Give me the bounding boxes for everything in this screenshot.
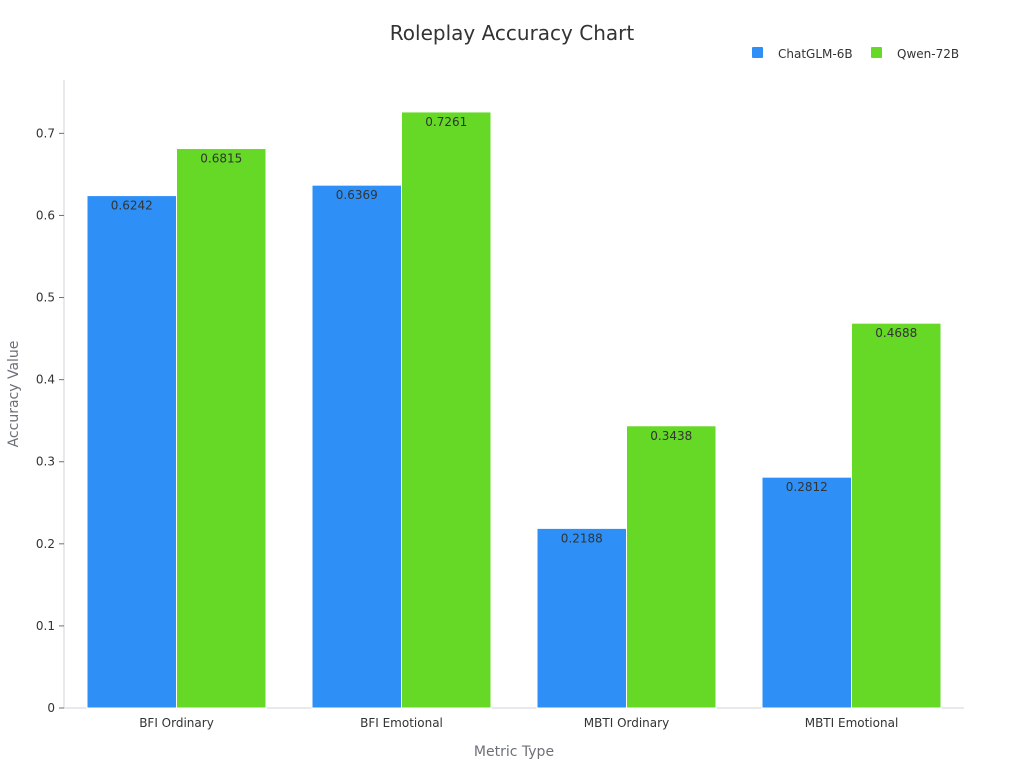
x-tick-label: BFI Emotional <box>360 716 443 730</box>
bar-chatglm[interactable] <box>536 527 627 709</box>
bar-chatglm[interactable] <box>311 184 402 709</box>
bar-qwen[interactable] <box>626 425 717 709</box>
bars <box>86 111 942 709</box>
y-tick-label: 0.7 <box>36 126 55 140</box>
bar-value-label: 0.3438 <box>650 429 692 443</box>
x-tick-label: MBTI Ordinary <box>584 716 669 730</box>
legend-label-chatglm: ChatGLM-6B <box>778 47 853 61</box>
bar-value-label: 0.2188 <box>561 531 603 545</box>
bar-chatglm[interactable] <box>761 476 852 709</box>
y-tick-label: 0 <box>47 701 55 715</box>
chart-title: Roleplay Accuracy Chart <box>390 21 635 45</box>
legend-swatch-qwen <box>871 47 882 58</box>
y-tick-label: 0.3 <box>36 455 55 469</box>
bar-chatglm[interactable] <box>86 195 177 709</box>
legend: ChatGLM-6B Qwen-72B <box>752 47 959 61</box>
y-tick-label: 0.2 <box>36 537 55 551</box>
bar-value-label: 0.6242 <box>111 199 153 213</box>
bar-qwen[interactable] <box>851 322 942 709</box>
y-tick-label: 0.1 <box>36 619 55 633</box>
y-axis-ticks: 0 0.1 0.2 0.3 0.4 0.5 0.6 0.7 <box>36 126 64 715</box>
bar-value-label: 0.6369 <box>336 188 378 202</box>
x-axis-ticks: BFI Ordinary BFI Emotional MBTI Ordinary MB… <box>139 716 898 730</box>
bar-labels: 0.6242 0.6815 0.6369 0.7261 0.2188 0.3438 0.28… <box>111 115 918 545</box>
x-tick-label: BFI Ordinary <box>139 716 214 730</box>
x-tick-label: MBTI Emotional <box>805 716 899 730</box>
bar-qwen[interactable] <box>176 148 267 709</box>
y-tick-label: 0.5 <box>36 291 55 305</box>
legend-item-chatglm[interactable]: ChatGLM-6B <box>752 47 853 61</box>
bar-value-label: 0.7261 <box>425 115 467 129</box>
bar-qwen[interactable] <box>401 111 492 709</box>
legend-swatch-chatglm <box>752 47 763 58</box>
bar-value-label: 0.6815 <box>200 152 242 166</box>
y-tick-label: 0.6 <box>36 208 55 222</box>
bar-value-label: 0.4688 <box>875 326 917 340</box>
y-axis-title: Accuracy Value <box>6 341 22 448</box>
x-axis-title: Metric Type <box>474 744 554 760</box>
legend-item-qwen[interactable]: Qwen-72B <box>871 47 959 61</box>
bar-value-label: 0.2812 <box>786 480 828 494</box>
legend-label-qwen: Qwen-72B <box>897 47 959 61</box>
y-tick-label: 0.4 <box>36 373 55 387</box>
